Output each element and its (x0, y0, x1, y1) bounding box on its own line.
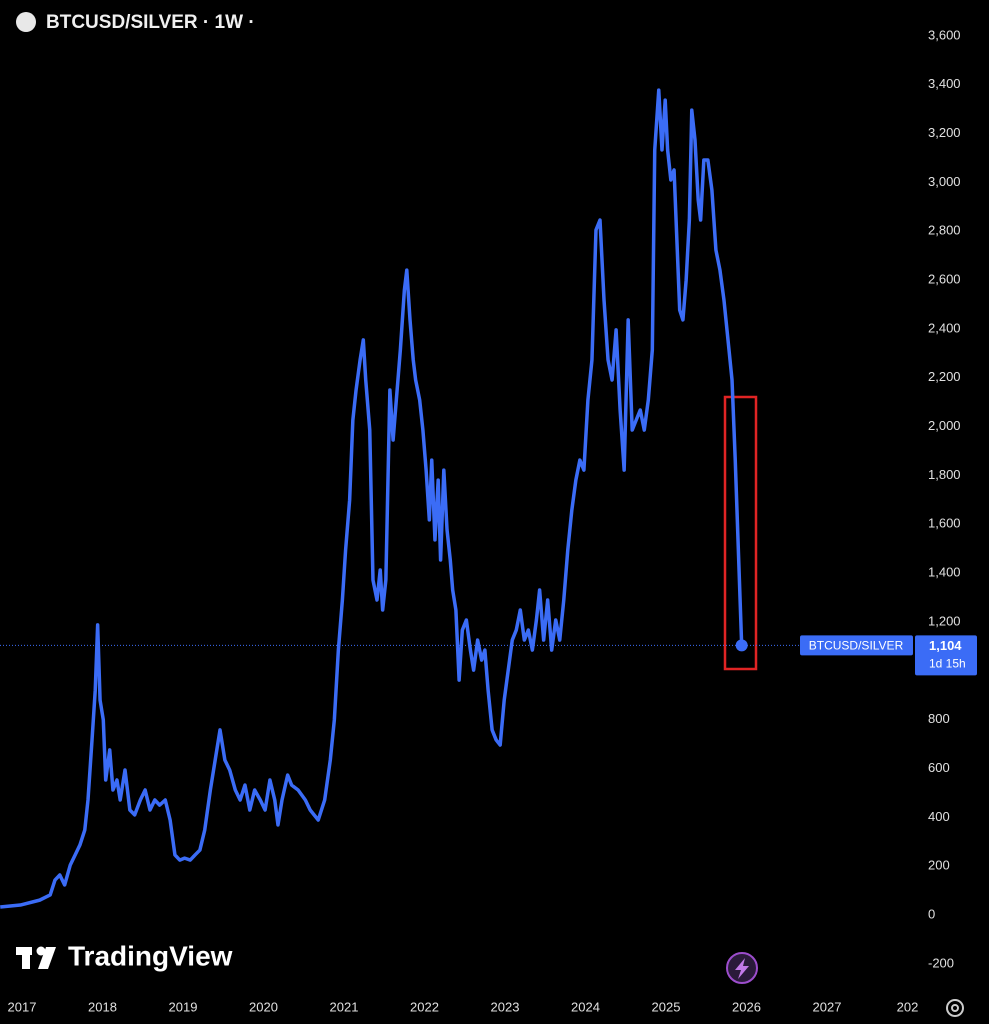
series-name-label: BTCUSD/SILVER (809, 639, 904, 653)
y-tick-label: 1,200 (928, 613, 961, 628)
x-tick-label: 2021 (330, 999, 359, 1014)
y-tick-label: 2,800 (928, 223, 961, 238)
replay-icon (726, 952, 758, 984)
y-tick-label: 2,600 (928, 272, 961, 287)
x-tick-label: 2026 (732, 999, 761, 1014)
price-label: 1,104 (929, 638, 962, 653)
y-tick-label: 3,400 (928, 76, 961, 91)
x-tick-label: 2018 (88, 999, 117, 1014)
y-tick-label: 3,000 (928, 174, 961, 189)
x-tick-label: 2025 (652, 999, 681, 1014)
x-tick-label: 2019 (169, 999, 198, 1014)
watermark-logo (16, 946, 56, 969)
y-tick-label: 1,400 (928, 565, 961, 580)
x-tick-label: 2017 (8, 999, 37, 1014)
y-tick-label: 0 (928, 906, 935, 921)
countdown-label: 1d 15h (929, 657, 966, 671)
x-tick-label: 2022 (410, 999, 439, 1014)
chart-title: BTCUSD/SILVER · 1W · (46, 12, 255, 33)
x-tick-label: 2020 (249, 999, 278, 1014)
y-tick-label: 400 (928, 809, 950, 824)
watermark: TradingView (68, 940, 233, 971)
price-box (915, 635, 977, 676)
y-tick-label: -200 (928, 955, 954, 970)
x-tick-label: 2027 (813, 999, 842, 1014)
y-tick-label: 3,600 (928, 27, 961, 42)
y-tick-label: 200 (928, 858, 950, 873)
y-tick-label: 1,600 (928, 516, 961, 531)
y-tick-label: 600 (928, 760, 950, 775)
y-tick-label: 2,200 (928, 369, 961, 384)
series-line (0, 88, 744, 909)
y-tick-label: 2,400 (928, 320, 961, 335)
symbol-logo (16, 12, 36, 32)
x-tick-label: 2023 (491, 999, 520, 1014)
highlight-box (723, 395, 758, 671)
y-tick-label: 800 (928, 711, 950, 726)
y-tick-label: 3,200 (928, 125, 961, 140)
settings-icon[interactable] (946, 999, 964, 1017)
y-tick-label: 1,800 (928, 467, 961, 482)
y-tick-label: 2,000 (928, 418, 961, 433)
x-tick-label: 202 (897, 999, 919, 1014)
x-tick-label: 2024 (571, 999, 600, 1014)
series-name-box (800, 635, 913, 656)
